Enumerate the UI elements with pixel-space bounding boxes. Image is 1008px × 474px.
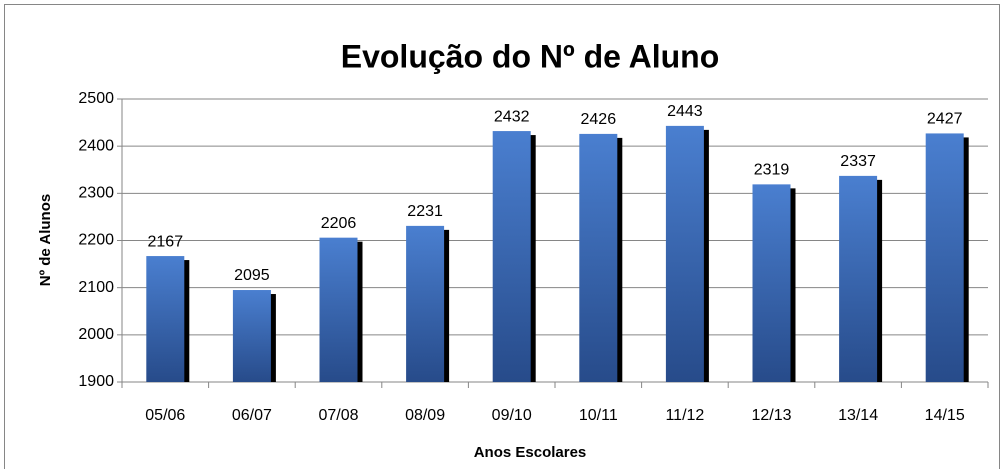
- data-label: 2426: [581, 111, 617, 128]
- data-label: 2443: [667, 103, 703, 120]
- x-tick-label: 07/08: [318, 407, 358, 424]
- x-axis-label: Anos Escolares: [474, 444, 587, 461]
- bar: [146, 256, 185, 382]
- bar: [839, 175, 878, 382]
- bar: [752, 184, 791, 382]
- bar: [319, 237, 358, 382]
- x-tick-label: 08/09: [405, 407, 445, 424]
- chart-title: Evolução do Nº de Aluno: [341, 38, 720, 74]
- x-tick-label: 05/06: [145, 407, 185, 424]
- x-tick-label: 11/12: [665, 407, 704, 424]
- y-tick-label: 1900: [78, 373, 114, 390]
- bar: [232, 290, 271, 382]
- data-label: 2337: [840, 153, 876, 170]
- y-tick-label: 2400: [78, 137, 114, 154]
- y-tick-label: 2100: [78, 279, 114, 296]
- x-tick-label: 06/07: [232, 407, 272, 424]
- data-label: 2167: [148, 233, 184, 250]
- bar: [579, 133, 618, 382]
- x-tick-label: 12/13: [751, 407, 791, 424]
- y-axis-label: Nº de Alunos: [37, 194, 54, 286]
- data-label: 2432: [494, 108, 530, 125]
- x-tick-label: 14/15: [925, 407, 965, 424]
- bar: [665, 125, 704, 382]
- bar: [925, 133, 964, 382]
- bar: [406, 225, 445, 382]
- x-tick-label: 10/11: [579, 407, 618, 424]
- y-tick-label: 2500: [78, 90, 114, 107]
- data-label: 2427: [927, 111, 963, 128]
- y-tick-label: 2300: [78, 185, 114, 202]
- y-tick-label: 2000: [78, 326, 114, 343]
- data-label: 2319: [754, 162, 790, 179]
- x-tick-label: 09/10: [492, 407, 532, 424]
- data-label: 2231: [407, 203, 443, 220]
- x-tick-label: 13/14: [838, 407, 878, 424]
- data-label: 2206: [321, 215, 357, 232]
- bar: [492, 131, 531, 382]
- y-tick-label: 2200: [78, 232, 114, 249]
- data-label: 2095: [234, 267, 270, 284]
